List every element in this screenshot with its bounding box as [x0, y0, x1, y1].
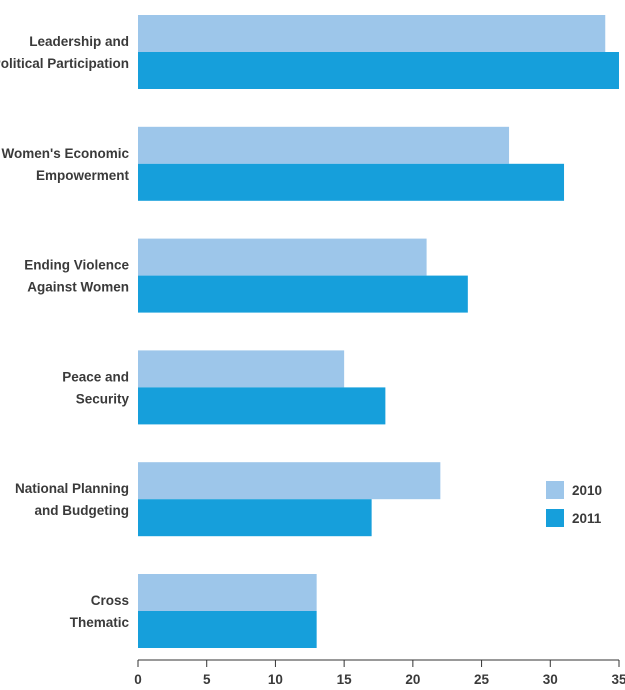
category-label-1: Women's Economic Empowerment: [2, 146, 130, 183]
x-tick-label-10: 10: [268, 672, 283, 687]
bar-2010-2: [138, 238, 427, 276]
x-tick-label-0: 0: [134, 672, 142, 687]
bar-2011-0: [138, 52, 619, 89]
bar-2011-3: [138, 387, 386, 425]
bar-2011-5: [138, 611, 317, 648]
category-label-2: Ending Violence Against Women: [24, 258, 129, 295]
bar-2011-4: [138, 499, 372, 537]
category-label-5: Cross Thematic: [70, 593, 130, 630]
category-label-line: Peace and: [62, 369, 129, 384]
category-label-line: Leadership and: [29, 34, 129, 49]
bar-2011-2: [138, 275, 468, 313]
bar-2010-1: [138, 126, 510, 164]
bar-2010-3: [138, 350, 345, 388]
category-label-line: Thematic: [70, 615, 130, 630]
legend-label-2011: 2011: [572, 511, 602, 526]
category-label-line: and Budgeting: [35, 503, 130, 518]
category-label-line: Political Participation: [0, 56, 129, 71]
bar-2010-4: [138, 462, 441, 500]
legend-swatch-2010: [546, 481, 564, 499]
bar-2011-1: [138, 163, 565, 201]
category-label-line: Security: [76, 391, 130, 406]
category-label-line: Cross: [91, 593, 129, 608]
category-label-line: Ending Violence: [24, 258, 129, 273]
x-tick-label-20: 20: [405, 672, 420, 687]
legend-label-2010: 2010: [572, 483, 602, 498]
bar-2010-5: [138, 574, 317, 611]
x-tick-label-25: 25: [474, 672, 490, 687]
category-label-line: Against Women: [27, 280, 129, 295]
x-tick-label-15: 15: [337, 672, 353, 687]
category-label-line: Women's Economic: [2, 146, 130, 161]
legend-swatch-2011: [546, 509, 564, 527]
category-label-4: National Planning and Budgeting: [15, 481, 129, 518]
category-labels: Leadership and Political Participation Wom…: [0, 34, 129, 630]
legend: 2010 2011: [546, 481, 602, 527]
x-axis: 0 5 10 15 20 25 30 35: [134, 659, 625, 687]
category-label-0: Leadership and Political Participation: [0, 34, 129, 71]
bars-group: [138, 15, 619, 648]
category-label-line: National Planning: [15, 481, 129, 496]
category-label-3: Peace and Security: [62, 369, 129, 406]
category-label-line: Empowerment: [36, 168, 130, 183]
x-tick-label-5: 5: [203, 672, 211, 687]
x-tick-label-35: 35: [611, 672, 625, 687]
bar-2010-0: [138, 15, 606, 52]
x-tick-label-30: 30: [543, 672, 558, 687]
